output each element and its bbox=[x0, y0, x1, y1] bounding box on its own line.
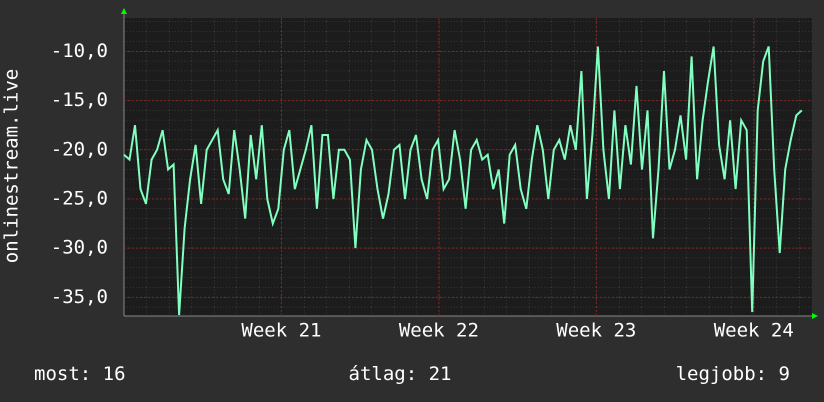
axis-arrow bbox=[121, 8, 127, 14]
plot-area bbox=[124, 18, 812, 316]
y-tick-label: -20,0 bbox=[51, 138, 108, 160]
data-line bbox=[123, 46, 803, 316]
stat: átlag: 21 bbox=[349, 363, 452, 385]
stat: legjobb: 9 bbox=[676, 363, 790, 385]
y-tick-label: -35,0 bbox=[51, 286, 108, 308]
stat-value: 9 bbox=[779, 363, 790, 385]
x-tick-label: Week 23 bbox=[556, 320, 636, 342]
y-tick-label: -25,0 bbox=[51, 187, 108, 209]
stat-value: 21 bbox=[429, 363, 452, 385]
stat: most: 16 bbox=[34, 363, 126, 385]
x-tick-label: Week 21 bbox=[241, 320, 321, 342]
stat-label: átlag: bbox=[349, 363, 418, 385]
y-axis-label: onlinestream.live bbox=[1, 69, 23, 263]
x-tick-label: Week 24 bbox=[714, 320, 794, 342]
y-tick-label: -30,0 bbox=[51, 237, 108, 259]
x-tick-label: Week 22 bbox=[399, 320, 479, 342]
y-tick-label: -10,0 bbox=[51, 40, 108, 62]
axis-arrow bbox=[812, 313, 818, 319]
y-tick-label: -15,0 bbox=[51, 89, 108, 111]
stat-label: legjobb: bbox=[676, 363, 768, 385]
stat-label: most: bbox=[34, 363, 91, 385]
stat-value: 16 bbox=[103, 363, 126, 385]
